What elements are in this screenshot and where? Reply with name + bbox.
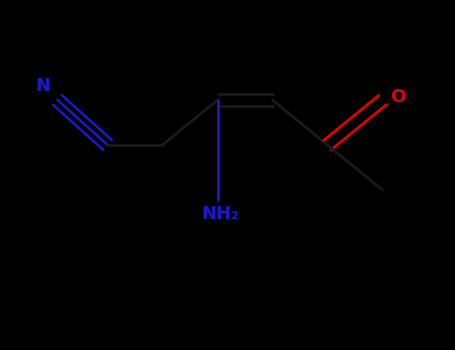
Text: N: N [35, 77, 50, 95]
Text: O: O [390, 89, 405, 106]
Text: NH₂: NH₂ [201, 205, 239, 223]
